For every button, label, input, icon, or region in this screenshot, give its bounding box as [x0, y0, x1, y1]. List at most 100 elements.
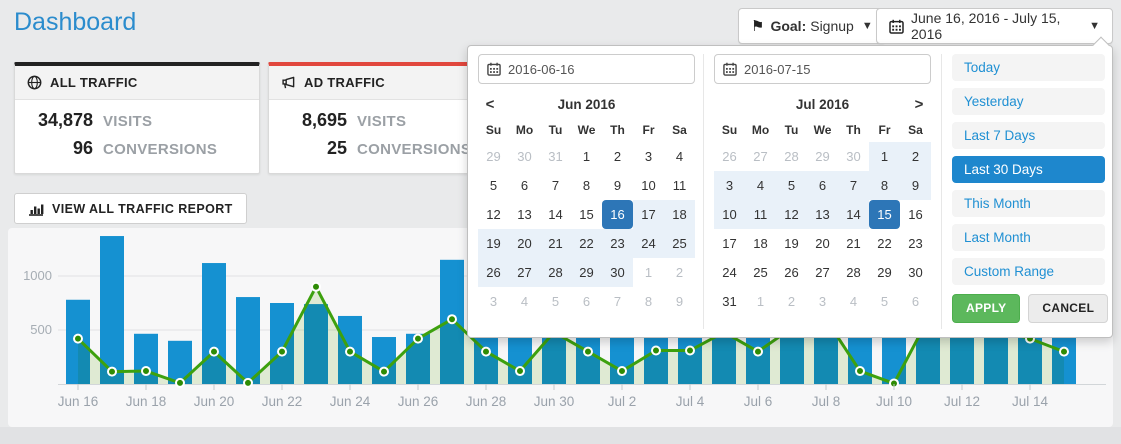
day-of-week-label: Sa — [908, 123, 923, 137]
calendar-day[interactable]: 18 — [664, 200, 695, 229]
calendar-day[interactable]: 20 — [509, 229, 540, 258]
calendar-day[interactable]: 2 — [900, 142, 931, 171]
calendar-day[interactable]: 8 — [582, 178, 591, 193]
calendar-day[interactable]: 17 — [722, 236, 737, 251]
x-axis-tick-label: Jun 20 — [194, 394, 235, 409]
calendar-day[interactable]: 16 — [602, 200, 633, 229]
calendar-day[interactable]: 14 — [548, 207, 563, 222]
start-date-input[interactable] — [508, 61, 686, 77]
calendar-day[interactable]: 10 — [714, 200, 745, 229]
calendar-day[interactable]: 27 — [509, 258, 540, 287]
view-all-traffic-report-button[interactable]: VIEW ALL TRAFFIC REPORT — [14, 193, 247, 224]
calendar-day[interactable]: 17 — [633, 200, 664, 229]
calendar-day[interactable]: 18 — [753, 236, 768, 251]
calendar-day[interactable]: 9 — [900, 171, 931, 200]
calendar-day[interactable]: 28 — [540, 258, 571, 287]
calendar-day[interactable]: 11 — [745, 200, 776, 229]
calendar-day: 3 — [489, 294, 498, 309]
calendar-day[interactable]: 24 — [722, 265, 737, 280]
calendar-day[interactable]: 15 — [869, 200, 900, 229]
calendar-day[interactable]: 1 — [582, 149, 591, 164]
line-point — [277, 346, 287, 357]
range-option[interactable]: Last Month — [952, 224, 1105, 251]
calendar-day[interactable]: 24 — [633, 229, 664, 258]
x-axis-tick-label: Jul 14 — [1012, 394, 1049, 409]
calendar-day[interactable]: 13 — [517, 207, 532, 222]
range-option[interactable]: Today — [952, 54, 1105, 81]
range-option[interactable]: Yesterday — [952, 88, 1105, 115]
calendar-day[interactable]: 29 — [571, 258, 602, 287]
calendar-day[interactable]: 3 — [644, 149, 653, 164]
calendar-day[interactable]: 22 — [571, 229, 602, 258]
calendar-day[interactable]: 23 — [908, 236, 923, 251]
calendar-icon — [889, 19, 904, 34]
calendar-day[interactable]: 14 — [838, 200, 869, 229]
calendar-day[interactable]: 13 — [807, 200, 838, 229]
calendar-day[interactable]: 19 — [784, 236, 799, 251]
calendar-day[interactable]: 29 — [877, 265, 892, 280]
calendar-day[interactable]: 15 — [579, 207, 594, 222]
calendar-day: 4 — [520, 294, 529, 309]
calendar-day[interactable]: 21 — [846, 236, 861, 251]
calendar-day: 5 — [551, 294, 560, 309]
ad-conversions-value: 25 — [326, 138, 347, 158]
calendar-day: 1 — [644, 265, 653, 280]
calendar-day[interactable]: 4 — [675, 149, 684, 164]
calendar-day[interactable]: 3 — [714, 171, 745, 200]
globe-icon — [27, 75, 42, 90]
calendar-day[interactable]: 1 — [869, 142, 900, 171]
calendar-day[interactable]: 25 — [753, 265, 768, 280]
calendar-day[interactable]: 7 — [551, 178, 560, 193]
next-month-chevron-icon[interactable]: > — [914, 96, 924, 113]
calendar-day[interactable]: 26 — [478, 258, 509, 287]
calendar-day[interactable]: 4 — [745, 171, 776, 200]
range-option[interactable]: This Month — [952, 190, 1105, 217]
calendar-day[interactable]: 6 — [807, 171, 838, 200]
calendar-day[interactable]: 20 — [815, 236, 830, 251]
calendar-day[interactable]: 19 — [478, 229, 509, 258]
calendar-day[interactable]: 28 — [846, 265, 861, 280]
day-of-week-label: We — [577, 123, 596, 137]
end-date-input[interactable] — [744, 61, 922, 77]
prev-month-chevron-icon[interactable]: < — [485, 96, 495, 113]
calendar-day[interactable]: 8 — [869, 171, 900, 200]
page-title: Dashboard — [14, 8, 137, 36]
calendar-day[interactable]: 10 — [641, 178, 656, 193]
calendar-day[interactable]: 16 — [908, 207, 923, 222]
calendar-day[interactable]: 30 — [602, 258, 633, 287]
line-point — [447, 314, 457, 325]
cancel-button[interactable]: CANCEL — [1028, 294, 1109, 323]
right-calendar-grid: Su Mo Tu We Th Fr Sa 26 27 28 29 30 1 2 3 4 5 6 7 8 9 10 11 12 1… — [714, 118, 931, 316]
calendar-day[interactable]: 11 — [672, 178, 687, 193]
calendar-day[interactable]: 2 — [613, 149, 622, 164]
range-option[interactable]: Last 7 Days — [952, 122, 1105, 149]
calendar-day[interactable]: 12 — [776, 200, 807, 229]
range-option[interactable]: Custom Range — [952, 258, 1105, 285]
line-point — [243, 377, 253, 388]
calendar-day[interactable]: 21 — [540, 229, 571, 258]
calendar-day[interactable]: 7 — [838, 171, 869, 200]
calendar-day[interactable]: 27 — [815, 265, 830, 280]
day-of-week-label: Sa — [672, 123, 687, 137]
calendar-day[interactable]: 30 — [908, 265, 923, 280]
calendar-day[interactable]: 26 — [784, 265, 799, 280]
x-axis-tick-label: Jun 26 — [398, 394, 439, 409]
calendar-day: 28 — [784, 149, 799, 164]
date-range-dropdown-button[interactable]: June 16, 2016 - July 15, 2016 ▼ — [876, 8, 1113, 44]
x-axis-tick-label: Jul 4 — [676, 394, 705, 409]
calendar-day[interactable]: 31 — [722, 294, 737, 309]
calendar-day[interactable]: 9 — [613, 178, 622, 193]
calendar-day[interactable]: 12 — [486, 207, 501, 222]
calendar-day[interactable]: 6 — [520, 178, 529, 193]
calendar-day[interactable]: 22 — [877, 236, 892, 251]
calendar-day[interactable]: 23 — [602, 229, 633, 258]
calendar-day[interactable]: 25 — [664, 229, 695, 258]
all-conversions-value: 96 — [72, 138, 93, 158]
calendar-day[interactable]: 5 — [489, 178, 498, 193]
range-option[interactable]: Last 30 Days — [952, 156, 1105, 183]
apply-button[interactable]: APPLY — [952, 294, 1021, 323]
calendar-day: 30 — [846, 149, 861, 164]
calendar-left: < Jun 2016 SuMoTuWeThFrSa293031123456789… — [476, 54, 703, 329]
goal-dropdown-button[interactable]: ⚑ Goal: Signup ▼ — [738, 8, 886, 44]
calendar-day[interactable]: 5 — [776, 171, 807, 200]
